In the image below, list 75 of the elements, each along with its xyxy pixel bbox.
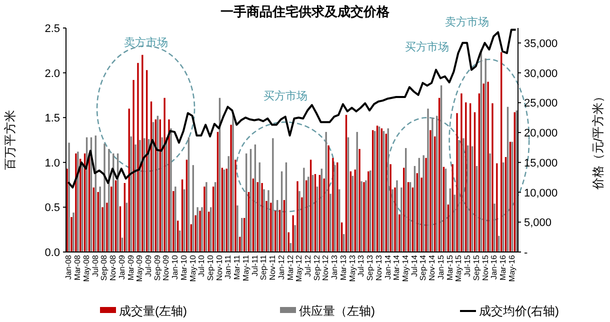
x-tick-label: Mar-11 [232, 254, 242, 280]
x-tick-label: May-12 [294, 254, 304, 282]
x-tick-label: Mar-13 [338, 254, 348, 280]
y-tick-label: 1.5 [44, 112, 60, 125]
x-tick-label: Nov-13 [374, 254, 384, 281]
x-tick-label: Sep-13 [366, 254, 375, 281]
y-tick-label: 2.0 [44, 68, 60, 80]
x-tick-label: Nov-09 [162, 254, 171, 281]
x-tick-label: Jul-11 [250, 254, 260, 276]
x-tick-label: Sep-10 [206, 254, 216, 281]
x-tick-label: May-09 [135, 254, 144, 282]
x-tick-label: May-11 [241, 254, 250, 282]
y-tick-label: 0.5 [44, 202, 60, 214]
x-tick-label: Mar-16 [498, 254, 508, 280]
chart-title: 一手商品住宅供求及成交价格 [220, 4, 390, 19]
x-tick-label: Sep-14 [418, 254, 428, 281]
x-tick-label: Nov-12 [321, 254, 330, 281]
x-tick-label: Jan-15 [436, 254, 446, 280]
x-tick-label: Mar-15 [445, 254, 454, 280]
x-tick-label: Mar-09 [126, 254, 136, 280]
x-tick-label: May-08 [82, 254, 91, 282]
x-tick-label: Jul-12 [304, 254, 313, 277]
x-tick-label: Sep-08 [100, 254, 109, 281]
legend-label: 供应量（左轴) [299, 304, 375, 318]
x-tick-label: Nov-15 [480, 254, 490, 281]
x-tick-label: May-13 [348, 254, 357, 282]
y2-tick-label: 25,000 [524, 98, 558, 110]
x-tick-label: Mar-08 [73, 254, 82, 280]
y2-tick-label: 5,000 [524, 217, 552, 230]
y2-tick-label: - [524, 247, 528, 259]
x-tick-label: Jul-13 [356, 254, 366, 277]
x-tick-label: Jan-12 [276, 254, 286, 280]
x-tick-label: Jul-14 [410, 254, 419, 277]
y2-tick-label: 35,000 [524, 38, 558, 50]
x-tick-label: Jan-14 [383, 254, 392, 280]
x-tick-label: Jan-13 [330, 254, 340, 280]
x-tick-label: Jan-10 [170, 254, 180, 280]
x-tick-label: Sep-15 [472, 254, 481, 281]
x-tick-label: Nov-08 [108, 254, 118, 281]
annotation: 买方市场 [263, 90, 308, 103]
x-tick-label: May-16 [507, 254, 516, 282]
legend-label: 成交均价(右轴) [479, 304, 559, 318]
x-tick-label: Jul-15 [463, 254, 472, 277]
x-tick-label: May-14 [401, 254, 410, 282]
x-tick-label: May-15 [454, 254, 464, 282]
y2-tick-label: 15,000 [524, 157, 558, 170]
annotation: 卖方市场 [124, 36, 168, 49]
y2-tick-label: 10,000 [524, 187, 558, 200]
x-tick-label: Jan-11 [224, 254, 233, 279]
x-tick-label: Jul-09 [144, 254, 153, 277]
x-tick-label: Jan-09 [117, 254, 126, 280]
x-tick-label: Jul-10 [197, 254, 206, 277]
y-tick-label: 1.0 [44, 157, 60, 170]
y-tick-label: 0.0 [44, 247, 60, 259]
x-tick-label: Sep-09 [152, 254, 162, 281]
x-tick-label: Mar-14 [392, 254, 402, 280]
x-tick-label: Jan-08 [64, 254, 74, 280]
x-tick-label: Mar-10 [179, 254, 188, 280]
y2-axis-title: 价格（元/平方米） [591, 90, 605, 191]
x-tick-label: Nov-10 [214, 254, 224, 281]
x-tick-label: Jan-16 [490, 254, 499, 280]
y-axis-title: 百万平方米 [3, 110, 17, 170]
y2-tick-label: 20,000 [524, 128, 558, 140]
x-tick-label: Nov-11 [268, 254, 278, 280]
x-tick-label: Jul-08 [90, 254, 100, 277]
x-tick-label: Sep-12 [312, 254, 322, 281]
annotation: 买方市场 [405, 40, 450, 54]
x-tick-label: Nov-14 [428, 254, 437, 281]
legend-label: 成交量(左轴) [119, 304, 187, 318]
y-tick-label: 2.5 [44, 23, 60, 35]
y2-tick-label: 30,000 [524, 68, 558, 80]
x-tick-label: May-10 [188, 254, 198, 282]
annotation: 卖方市场 [445, 15, 490, 28]
x-tick-label: Mar-12 [286, 254, 295, 280]
x-tick-label: Sep-11 [259, 254, 268, 280]
